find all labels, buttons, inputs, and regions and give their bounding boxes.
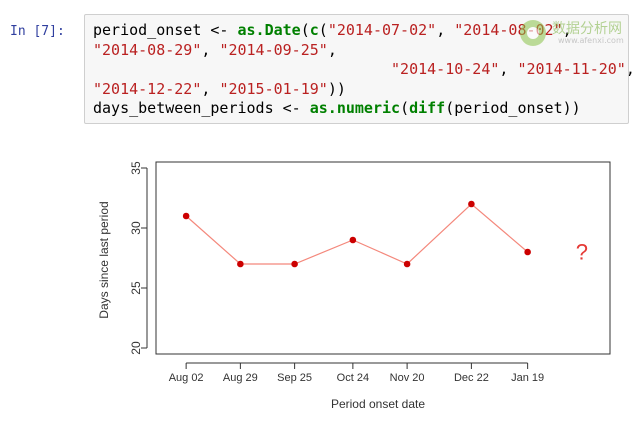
x-tick-label: Oct 24: [337, 372, 369, 384]
code-token-txt: (: [318, 21, 328, 39]
watermark: 数据分析网 www.afenxi.com: [518, 18, 634, 50]
code-token-txt: ,: [562, 21, 572, 39]
code-token-str: "2014-07-02": [327, 21, 437, 39]
y-tick-label: 20: [129, 341, 143, 355]
x-tick-label: Jan 19: [511, 372, 544, 384]
code-line: days_between_periods <- as.numeric(diff(…: [93, 99, 581, 117]
watermark-text: 数据分析网: [552, 21, 622, 37]
data-point: [349, 236, 357, 244]
watermark-url: www.afenxi.com: [558, 36, 624, 45]
code-token-txt: ,: [201, 40, 220, 59]
code-token-txt: period_onset <-: [93, 21, 238, 39]
x-tick-label: Aug 02: [169, 372, 204, 384]
code-editor[interactable]: period_onset <- as.Date(c("2014-07-02", …: [93, 21, 635, 119]
code-token-str: "2014-09-25": [219, 40, 328, 59]
code-token-txt: ,: [625, 60, 635, 78]
plot-frame: [155, 161, 611, 355]
code-token-str: "2014-11-20": [517, 60, 626, 78]
x-tick-label: Nov 20: [390, 372, 425, 384]
code-line: "2014-12-22", "2015-01-19")): [93, 80, 346, 98]
cell-prompt: In [7]:: [10, 24, 65, 39]
x-axis-title: Period onset date: [331, 397, 425, 411]
code-token-txt: ,: [436, 21, 455, 39]
y-axis-title: Days since last period: [97, 201, 111, 318]
y-tick-label: 35: [129, 161, 143, 175]
code-token-txt: ,: [327, 40, 337, 59]
x-tick-label: Aug 29: [223, 372, 258, 384]
code-token-str: "2015-01-19": [219, 79, 328, 98]
prediction-question-mark: ?: [576, 240, 588, 265]
y-tick-label: 25: [129, 281, 143, 295]
code-token-txt: ,: [201, 79, 220, 98]
data-point: [291, 260, 298, 268]
data-point: [182, 212, 190, 220]
x-tick-label: Dec 22: [454, 372, 489, 384]
code-token-txt: days_between_periods <-: [93, 99, 310, 117]
code-token-str: "2014-12-22": [93, 79, 202, 98]
code-token-fn: as.Date: [237, 21, 301, 39]
data-point: [403, 260, 411, 268]
data-point: [237, 260, 244, 268]
series-line: [185, 203, 529, 265]
code-token-txt: (: [400, 99, 410, 117]
watermark-logo-icon: [520, 20, 546, 46]
code-token-str: "2014-10-24": [391, 60, 500, 78]
code-line: "2014-10-24", "2014-11-20",: [93, 60, 635, 78]
code-token-str: "2014-08-29": [93, 40, 202, 59]
code-token-txt: (period_onset)): [445, 99, 581, 117]
code-token-fn: c: [309, 21, 319, 39]
y-tick-label: 30: [129, 221, 143, 235]
code-token-fn: as.numeric: [309, 99, 401, 117]
data-point: [524, 248, 531, 256]
code-token-txt: (: [300, 21, 310, 39]
code-token-fn: diff: [409, 99, 446, 117]
code-token-txt: )): [327, 79, 346, 98]
code-token-txt: ,: [499, 60, 518, 78]
x-tick-label: Sep 25: [277, 372, 312, 384]
data-point: [468, 200, 475, 208]
code-line: "2014-08-29", "2014-09-25",: [93, 41, 337, 59]
